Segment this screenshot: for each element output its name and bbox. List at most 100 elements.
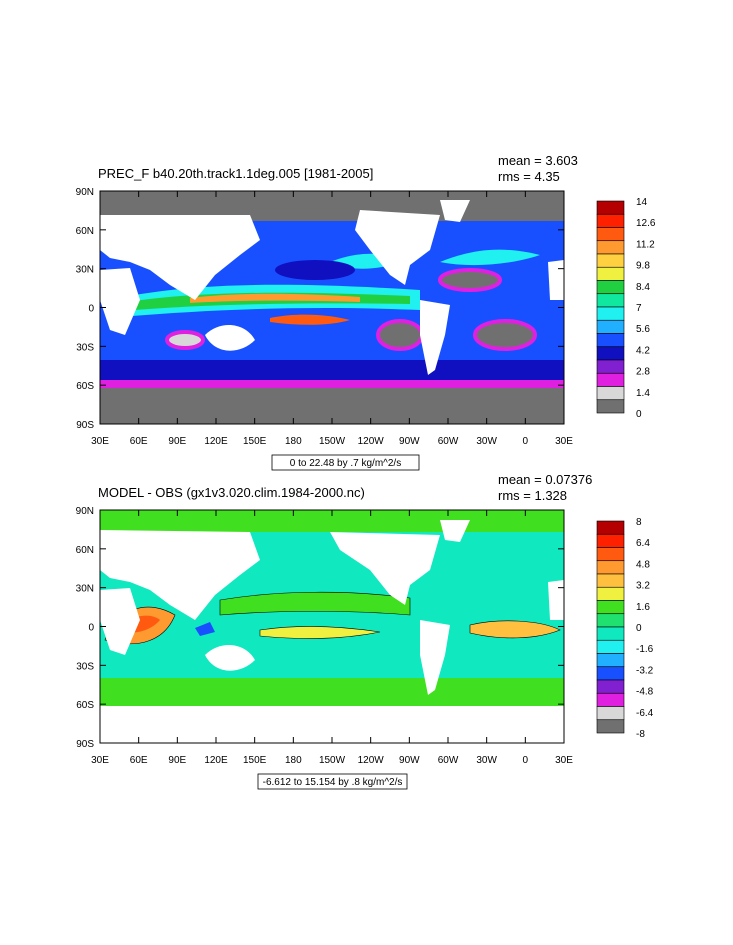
lon-tick-label: 30E xyxy=(91,755,109,766)
lon-tick-label: 0 xyxy=(523,755,529,766)
range-box xyxy=(257,773,408,790)
lat-tick-label: 60S xyxy=(76,381,94,392)
colorbar-label: -1.6 xyxy=(636,644,654,655)
lat-tick-label: 0 xyxy=(88,304,94,315)
range-label: -6.612 to 15.154 by .8 kg/m^2/s xyxy=(263,777,403,788)
colorbar: 14 12.6 11.2 9.8 8.4 7 5.6 4.2 2.8 1.4 0 xyxy=(596,197,656,420)
atlantic-bias xyxy=(469,620,561,639)
lon-tick-label: 120E xyxy=(204,436,228,447)
lon-tick-label: 180 xyxy=(285,755,302,766)
colorbar-swatch xyxy=(596,706,625,721)
greenland-land xyxy=(440,520,470,542)
colorbar-swatch xyxy=(596,719,625,734)
colorbar-label: 4.2 xyxy=(636,345,650,356)
africa-land xyxy=(100,588,140,655)
map-field xyxy=(100,510,564,743)
lon-tick-label: 60W xyxy=(438,436,459,447)
rms-stat: rms = 1.328 xyxy=(498,488,567,503)
colorbar-label: -4.8 xyxy=(636,687,654,698)
lon-tick-label: 60W xyxy=(438,755,459,766)
north-pacific-dry-zone xyxy=(275,260,355,280)
range-box xyxy=(271,454,420,471)
colorbar-label: 1.6 xyxy=(636,602,650,613)
lon-tick-label: 30W xyxy=(476,755,497,766)
colorbar-label: -8 xyxy=(636,729,645,740)
colorbar-swatch xyxy=(596,586,625,601)
colorbar-swatch xyxy=(596,372,625,387)
australia-land xyxy=(205,644,255,671)
range-label: 0 to 22.48 by .7 kg/m^2/s xyxy=(290,458,401,469)
colorbar-swatch xyxy=(596,679,625,694)
lon-tick-label: 60E xyxy=(130,755,148,766)
colorbar-label: 2.8 xyxy=(636,367,650,378)
maritime-neg-bias xyxy=(195,622,215,636)
colorbar-label: 7 xyxy=(636,303,642,314)
colorbar-swatch xyxy=(596,613,625,628)
colorbar-swatch xyxy=(596,533,625,548)
colorbar-label: 3.2 xyxy=(636,581,650,592)
lat-tick-label: 60S xyxy=(76,700,94,711)
colorbar-swatch xyxy=(596,306,625,321)
colorbar-swatch xyxy=(596,293,625,308)
colorbar-label: 8 xyxy=(636,517,642,528)
north-atlantic-dry-zone xyxy=(438,268,502,292)
lon-tick-label: 120E xyxy=(204,755,228,766)
colorbar-swatch xyxy=(596,560,625,575)
lon-tick-label: 180 xyxy=(285,436,302,447)
lat-tick-label: 30S xyxy=(76,342,94,353)
africa-east-land xyxy=(548,260,564,300)
colorbar-swatch xyxy=(596,253,625,268)
colorbar-swatch xyxy=(596,547,625,562)
lat-tick-label: 30N xyxy=(76,265,94,276)
panel-model-minus-obs: MODEL - OBS (gx1v3.020.clim.1984-2000.nc… xyxy=(76,472,654,790)
natl-storm-track xyxy=(440,249,540,266)
lon-tick-label: 120W xyxy=(358,755,385,766)
indian-dry-zone xyxy=(165,330,205,350)
greenland-land xyxy=(440,200,470,222)
colorbar-label: -6.4 xyxy=(636,708,654,719)
colorbar-swatch xyxy=(596,227,625,242)
lon-tick-label: 30E xyxy=(91,436,109,447)
colorbar-swatch xyxy=(596,240,625,255)
colorbar-label: 4.8 xyxy=(636,559,650,570)
colorbar-swatch xyxy=(596,666,625,681)
lat-tick-label: 30N xyxy=(76,584,94,595)
se-pacific-dry-zone xyxy=(376,319,424,351)
colorbar-swatch xyxy=(596,639,625,654)
colorbar-label: 6.4 xyxy=(636,538,650,549)
colorbar-swatch xyxy=(596,626,625,641)
itcz-core xyxy=(190,293,360,303)
lat-tick-label: 60N xyxy=(76,226,94,237)
panel-title: PREC_F b40.20th.track1.1deg.005 [1981-20… xyxy=(98,166,373,181)
lon-tick-label: 30E xyxy=(555,436,573,447)
colorbar-swatch xyxy=(596,333,625,348)
north-america-land xyxy=(330,532,440,605)
colorbar-label: 12.6 xyxy=(636,218,656,229)
colorbar-swatch xyxy=(596,266,625,281)
southern-ocean-band xyxy=(100,380,564,388)
lon-tick-label: 150W xyxy=(319,755,346,766)
lat-tick-label: 30S xyxy=(76,661,94,672)
north-america-land xyxy=(355,210,440,285)
lon-tick-label: 150W xyxy=(319,436,346,447)
spcz-core xyxy=(270,314,350,325)
lon-tick-label: 90E xyxy=(168,755,186,766)
lon-tick-label: 30W xyxy=(476,436,497,447)
southern-band xyxy=(100,678,564,706)
africa-east-land xyxy=(548,580,564,620)
colorbar-label: 8.4 xyxy=(636,282,650,293)
lon-tick-label: 0 xyxy=(523,436,529,447)
eurasia-land xyxy=(100,215,260,300)
panel-precipitation: PREC_F b40.20th.track1.1deg.005 [1981-20… xyxy=(76,153,656,471)
colorbar-label: -3.2 xyxy=(636,665,654,676)
lon-tick-label: 60E xyxy=(130,436,148,447)
colorbar-label: 1.4 xyxy=(636,388,650,399)
mean-stat: mean = 3.603 xyxy=(498,153,578,168)
africa-land xyxy=(100,268,140,335)
lon-tick-label: 150E xyxy=(243,755,267,766)
map-axes: 90N 60N 30N 0 30S 60S 90S 30E 60E 90E 120E 150E 180 1… xyxy=(76,506,574,766)
colorbar-swatch xyxy=(596,319,625,334)
lon-tick-label: 30E xyxy=(555,755,573,766)
colorbar-label: 0 xyxy=(636,623,642,634)
